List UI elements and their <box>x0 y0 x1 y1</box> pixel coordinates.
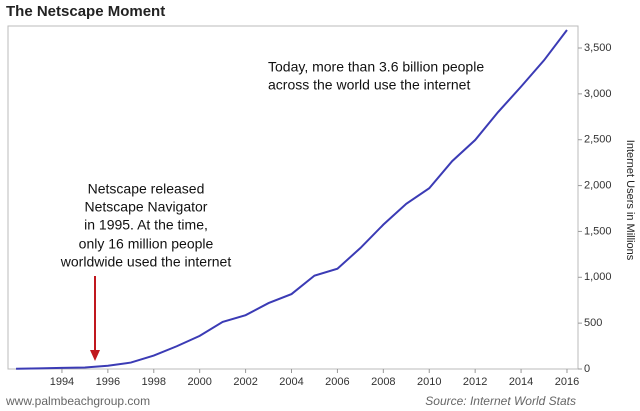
y-tick-label: 0 <box>584 363 590 375</box>
y-tick-label: 2,000 <box>584 179 612 191</box>
footer: www.palmbeachgroup.com <box>5 394 150 408</box>
x-tick-label: 2000 <box>187 376 211 388</box>
x-tick-label: 2012 <box>463 376 487 388</box>
annotation: worldwide used the internet <box>60 254 232 270</box>
y-tick-label: 2,500 <box>584 134 612 146</box>
x-tick-label: 2016 <box>555 376 579 388</box>
annotation: in 1995. At the time, <box>84 217 208 233</box>
y-axis-label: Internet Users in Millions <box>624 140 636 261</box>
x-tick-label: 2002 <box>233 376 257 388</box>
y-tick-label: 3,000 <box>584 88 612 100</box>
x-tick-label: 2008 <box>371 376 395 388</box>
annotation: Netscape released <box>88 181 205 197</box>
x-tick-label: 1994 <box>50 376 74 388</box>
y-tick-label: 3,500 <box>584 42 612 54</box>
y-tick-label: 1,500 <box>584 225 612 237</box>
x-tick-label: 1996 <box>96 376 120 388</box>
chart-title: The Netscape Moment <box>6 3 165 20</box>
annotation: Netscape Navigator <box>85 199 208 215</box>
x-tick-label: 2014 <box>509 376 533 388</box>
x-tick-label: 2010 <box>417 376 441 388</box>
y-tick-label: 1,000 <box>584 271 612 283</box>
data-line <box>16 29 568 370</box>
annotation: Today, more than 3.6 billion people <box>268 59 484 75</box>
y-tick-label: 500 <box>584 317 602 329</box>
x-tick-label: 1998 <box>142 376 166 388</box>
source: Source: Internet World Stats <box>425 394 576 408</box>
x-tick-label: 2006 <box>325 376 349 388</box>
x-tick-label: 2004 <box>279 376 303 388</box>
annotation: across the world use the internet <box>268 77 470 93</box>
annotation: only 16 million people <box>79 236 214 252</box>
arrow-head <box>90 350 100 361</box>
plot-frame <box>7 25 579 370</box>
